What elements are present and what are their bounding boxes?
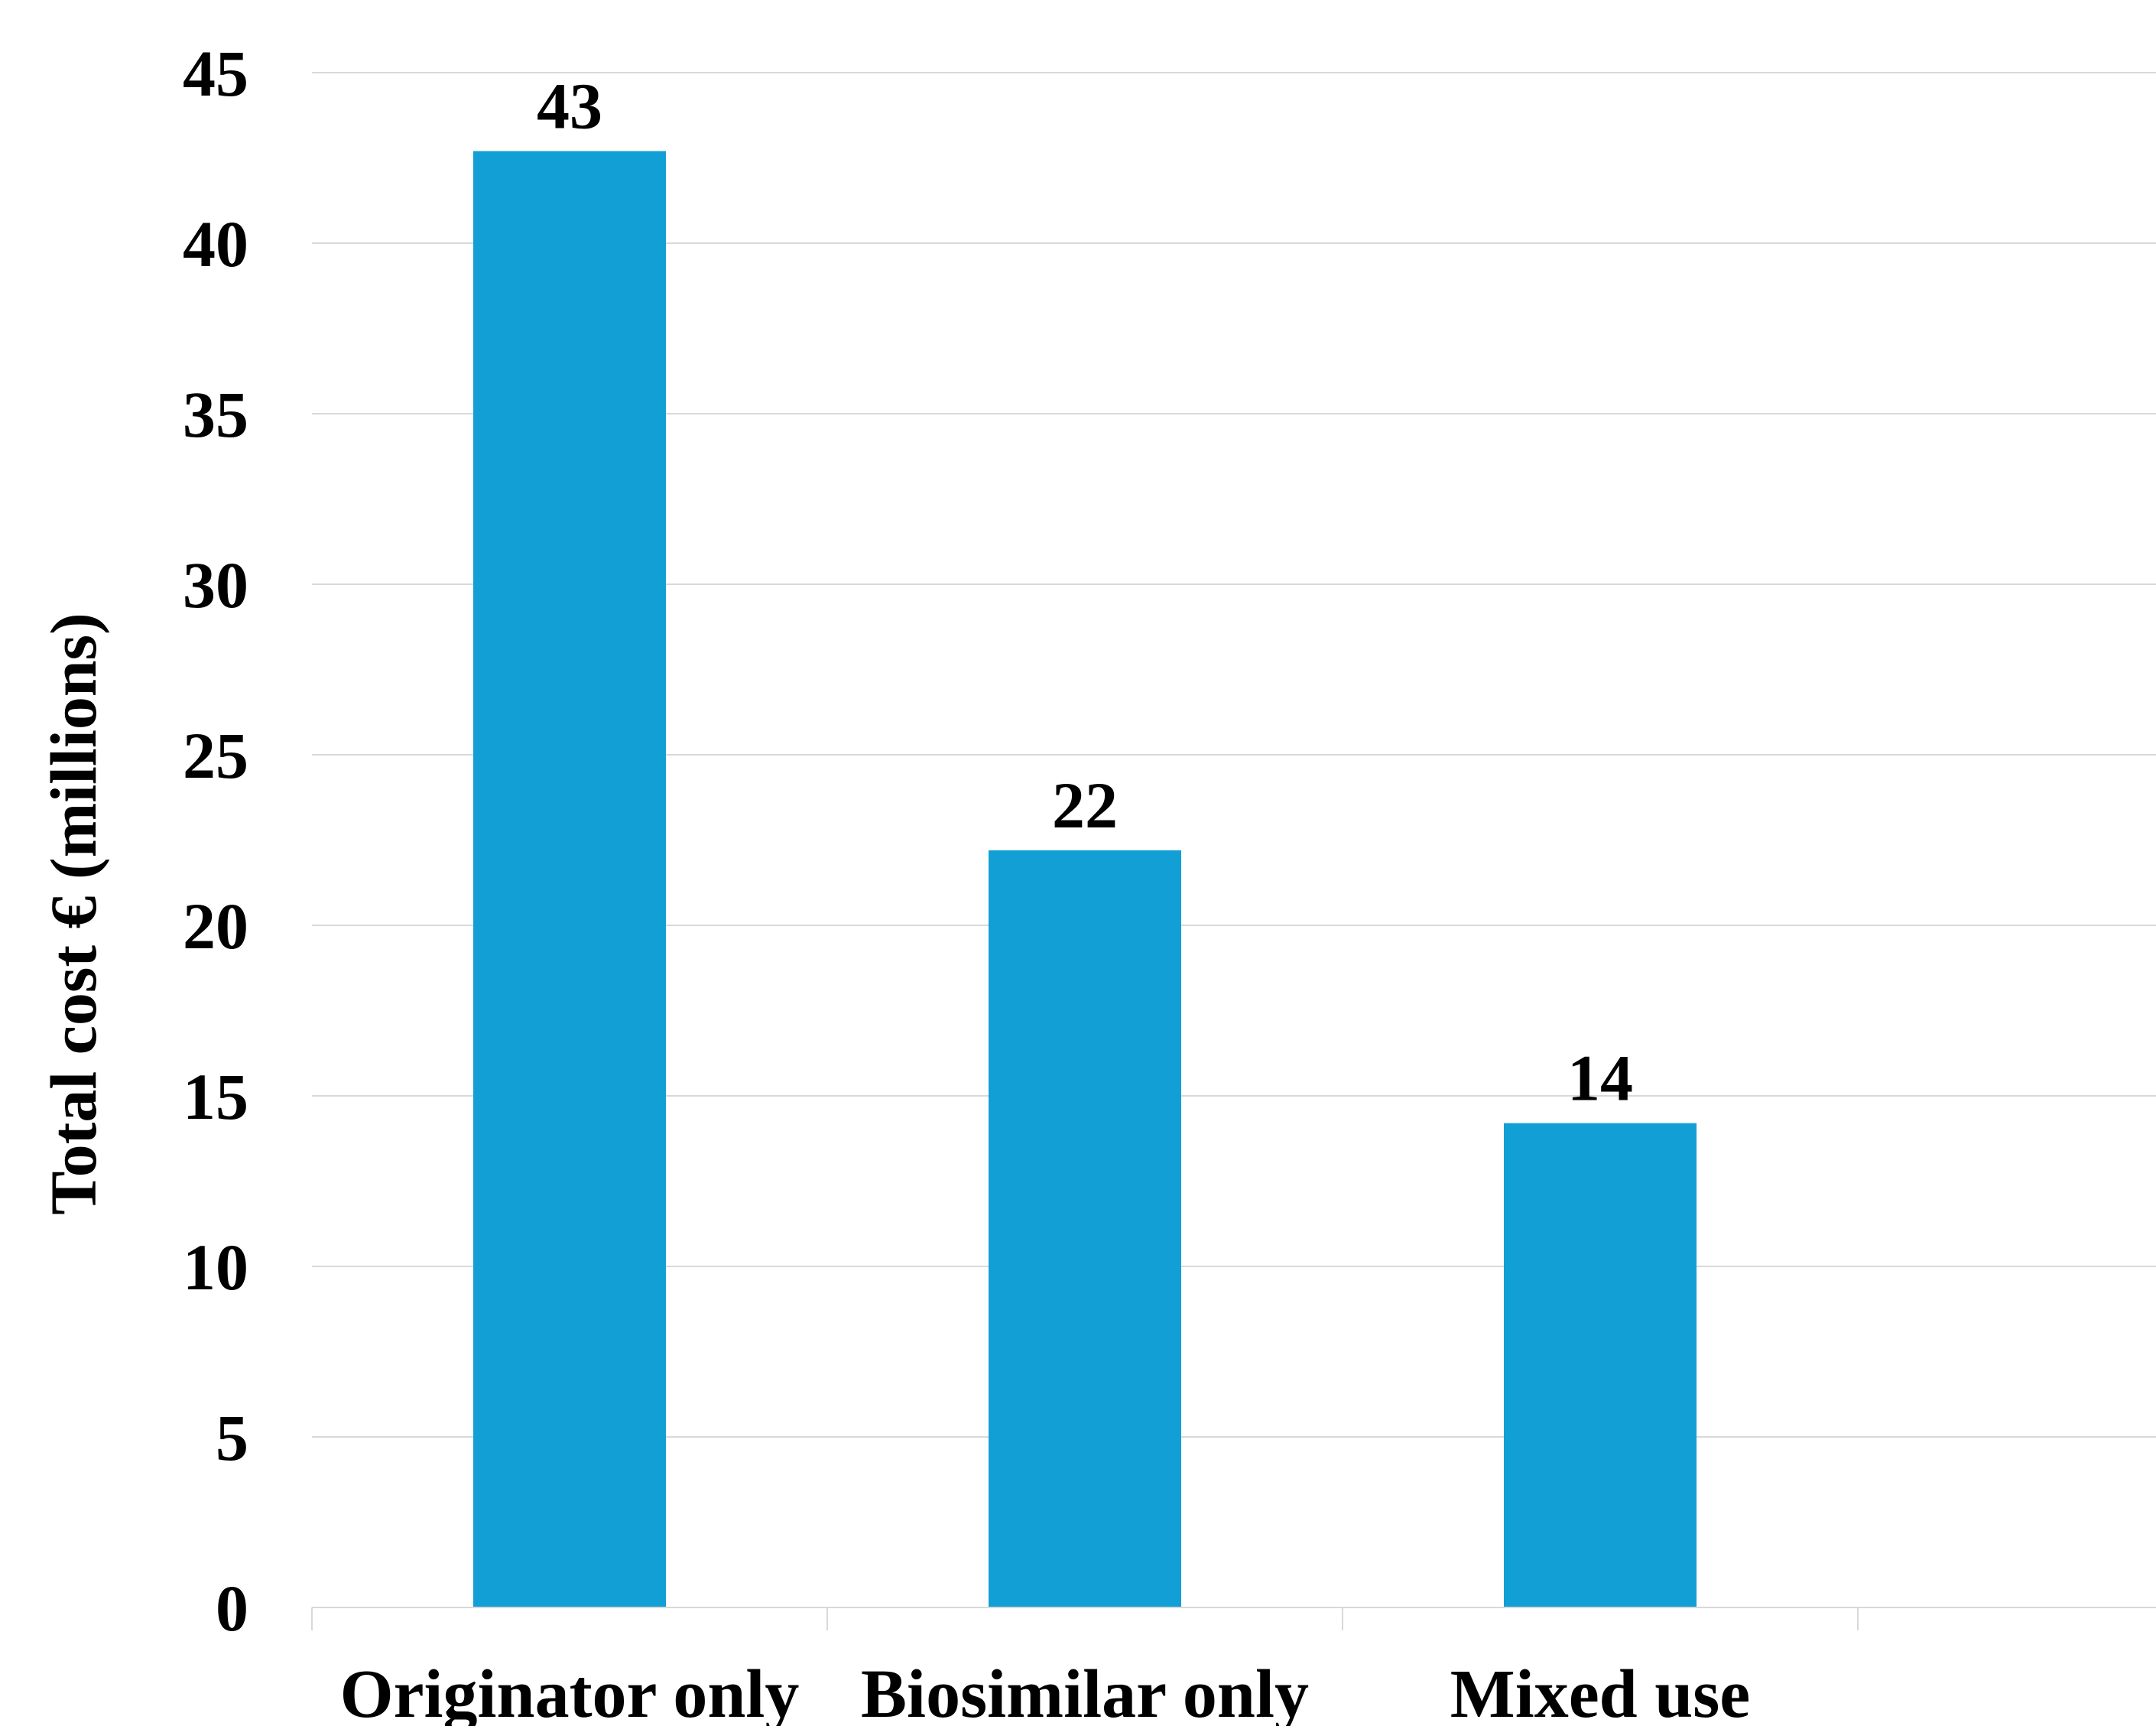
- y-tick-label-35: 35: [183, 378, 248, 451]
- y-tick-label-15: 15: [183, 1060, 248, 1133]
- y-tick-label-20: 20: [183, 889, 248, 963]
- bar-originator-only: [473, 151, 666, 1608]
- y-tick-label-40: 40: [183, 207, 248, 281]
- y-tick-label-0: 0: [216, 1572, 248, 1645]
- data-label: 43: [537, 70, 602, 143]
- bars: 43 22 14: [473, 70, 1697, 1608]
- y-tick-label-5: 5: [216, 1401, 248, 1474]
- x-category-label: Biosimilar only: [861, 1656, 1309, 1726]
- y-axis-title: Total cost € (millions): [37, 613, 110, 1215]
- bar-biosimilar-only: [989, 850, 1181, 1607]
- data-label: 22: [1052, 769, 1118, 842]
- y-tick-label-25: 25: [183, 719, 248, 792]
- y-tick-label-30: 30: [183, 548, 248, 622]
- y-tick-label-10: 10: [183, 1230, 248, 1304]
- x-category-label: Originator only: [340, 1656, 800, 1726]
- bar-mixed-use: [1504, 1123, 1697, 1607]
- data-label: 14: [1567, 1042, 1633, 1115]
- y-tick-label-45: 45: [183, 37, 248, 110]
- x-category-label: Mixed use: [1450, 1656, 1750, 1726]
- x-axis: Originator only Biosimilar only Mixed use: [311, 1607, 2156, 1726]
- y-axis-ticks: 0 5 10 15 20 25 30 35 40 45: [183, 37, 248, 1645]
